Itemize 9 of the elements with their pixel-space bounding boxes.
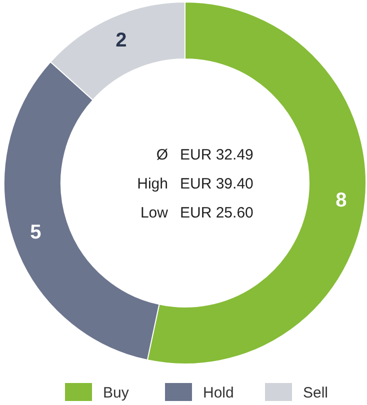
text: Low EUR 25.60 (140, 204, 254, 222)
text: Ø EUR 32.49 (156, 146, 254, 164)
text: High EUR 39.40 (137, 175, 254, 192)
legend-label: Hold (203, 384, 234, 402)
data-label: 8 (336, 189, 347, 212)
data-label: 5 (30, 222, 42, 244)
legend-label: Sell (303, 384, 328, 402)
legend-label: Buy (103, 384, 130, 402)
data-label: 2 (116, 30, 127, 52)
